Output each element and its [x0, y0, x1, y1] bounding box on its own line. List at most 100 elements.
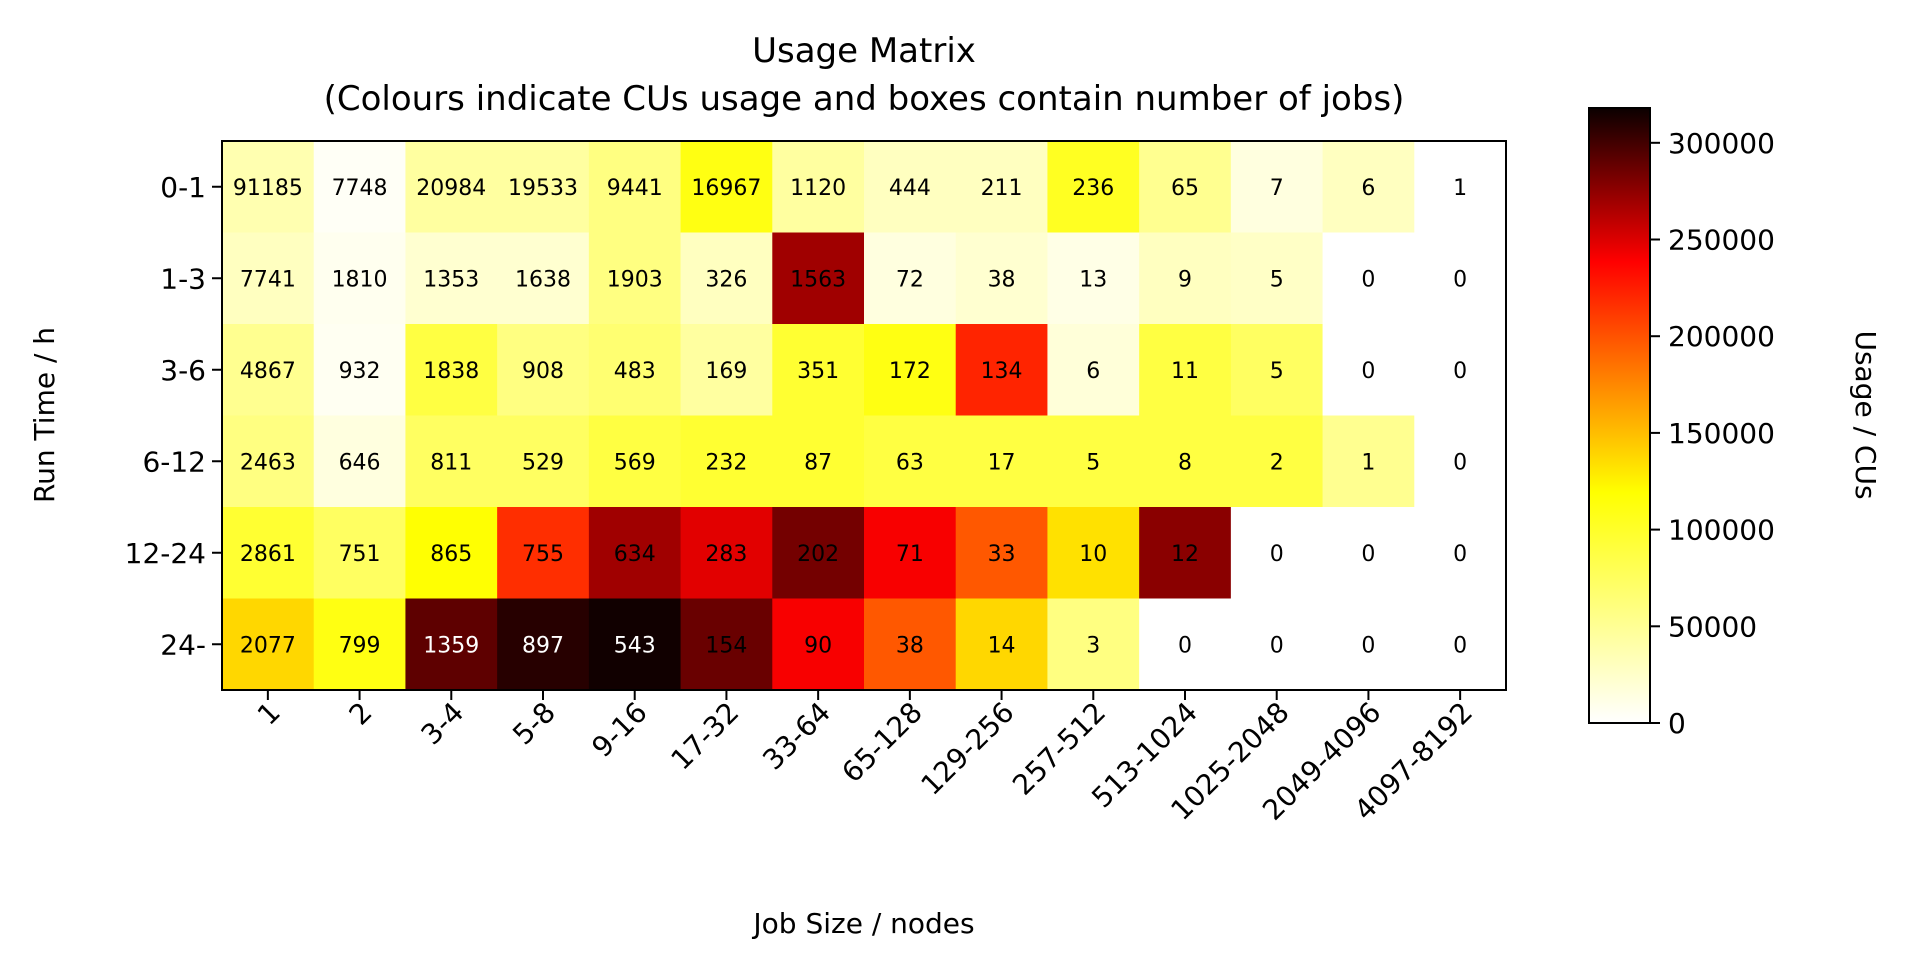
- cell-job-count: 755: [522, 542, 564, 567]
- x-tick-label: 33-64: [756, 696, 837, 777]
- heatmap-cell: [313, 141, 406, 233]
- heatmap-cell: [864, 507, 957, 599]
- heatmap-cell: [497, 232, 590, 325]
- colorbar-ticks: 0 50000 100000 150000 200000 250000 300000: [1650, 127, 1775, 740]
- cell-job-count: 1: [1361, 450, 1375, 475]
- cell-job-count: 5: [1270, 359, 1284, 384]
- cell-job-count: 444: [889, 176, 931, 201]
- heatmap-cell: [864, 232, 957, 325]
- heatmap-cell: [1230, 141, 1324, 233]
- cell-job-count: 0: [1361, 359, 1375, 384]
- heatmap-cell: [1047, 141, 1140, 233]
- heatmap-cell: [955, 232, 1048, 325]
- heatmap-cell: [955, 141, 1048, 233]
- heatmap-cell: [1230, 598, 1324, 691]
- cell-job-count: 0: [1361, 633, 1375, 658]
- cell-job-count: 38: [896, 633, 924, 658]
- x-tick-label: 5-8: [506, 696, 562, 752]
- cell-job-count: 20984: [416, 176, 486, 201]
- cell-job-count: 6: [1086, 359, 1100, 384]
- cell-job-count: 10: [1079, 542, 1107, 567]
- heatmap-cell: [864, 324, 957, 416]
- heatmap-cell: [1414, 507, 1507, 599]
- cell-job-count: 8: [1178, 450, 1192, 475]
- colorbar: [1588, 107, 1651, 724]
- heatmap-cell: [772, 598, 865, 691]
- heatmap-cell: [955, 415, 1048, 508]
- cell-job-count: 7748: [332, 176, 388, 201]
- cell-job-count: 17: [988, 450, 1016, 475]
- cell-job-count: 5: [1086, 450, 1100, 475]
- heatmap-cell: [680, 324, 773, 416]
- cell-job-count: 38: [988, 267, 1016, 292]
- cell-job-count: 1359: [423, 633, 479, 658]
- cell-job-count: 543: [614, 633, 656, 658]
- heatmap-cell: [313, 232, 406, 325]
- cell-job-count: 14: [988, 633, 1016, 658]
- heatmap-cell: [680, 141, 773, 233]
- x-tick-label: 1: [251, 696, 287, 732]
- heatmap-cell: [1047, 598, 1140, 691]
- colorbar-tick-label: 300000: [1668, 127, 1775, 160]
- x-tick-label: 17-32: [665, 696, 746, 777]
- heatmap-cell: [772, 141, 865, 233]
- cell-job-count: 71: [896, 542, 924, 567]
- cell-job-count: 751: [339, 542, 381, 567]
- heatmap-cell: [1414, 141, 1507, 233]
- y-tick-label: 6-12: [142, 445, 206, 478]
- heatmap-cell: [313, 415, 406, 508]
- cell-job-count: 172: [889, 359, 931, 384]
- cell-job-count: 0: [1453, 633, 1467, 658]
- colorbar-tick-label: 250000: [1668, 224, 1775, 257]
- chart-title-line-2: (Colours indicate CUs usage and boxes co…: [324, 79, 1405, 119]
- heatmap-cell: [1414, 598, 1507, 691]
- colorbar-tick-label: 200000: [1668, 320, 1775, 353]
- cell-job-count: 1120: [790, 176, 846, 201]
- cell-job-count: 1838: [423, 359, 479, 384]
- heatmap-cell: [1047, 507, 1140, 599]
- heatmap-cell: [1139, 598, 1232, 691]
- cell-job-count: 65: [1171, 176, 1199, 201]
- cell-job-count: 799: [339, 633, 381, 658]
- heatmap-cell: [1139, 232, 1232, 325]
- x-tick-label: 3-4: [415, 696, 471, 752]
- cell-job-count: 7: [1270, 176, 1284, 201]
- cell-job-count: 0: [1270, 542, 1284, 567]
- cell-job-count: 2861: [240, 542, 296, 567]
- cell-job-count: 351: [797, 359, 839, 384]
- heatmap-cell: [497, 324, 590, 416]
- cell-job-count: 211: [981, 176, 1023, 201]
- cell-job-count: 1810: [332, 267, 388, 292]
- colorbar-tick-label: 0: [1668, 707, 1686, 740]
- heatmap-cell: [1047, 324, 1140, 416]
- cell-job-count: 326: [705, 267, 747, 292]
- cell-job-count: 646: [339, 450, 381, 475]
- cell-job-count: 1903: [607, 267, 663, 292]
- heatmap-cell: [588, 507, 682, 599]
- cell-job-count: 72: [896, 267, 924, 292]
- heatmap-cell: [1230, 232, 1324, 325]
- colorbar-label: Usage / CUs: [1849, 330, 1882, 499]
- heatmap-cell: [772, 507, 865, 599]
- heatmap-cell: [1322, 598, 1415, 691]
- y-axis-ticks: 0-1 1-3 3-6 6-12 12-24 24-: [125, 171, 222, 661]
- cell-job-count: 483: [614, 359, 656, 384]
- cell-job-count: 12: [1171, 542, 1199, 567]
- cell-job-count: 11: [1171, 359, 1199, 384]
- cell-job-count: 87: [804, 450, 832, 475]
- heatmap-cell: [222, 141, 315, 233]
- cell-job-count: 169: [705, 359, 747, 384]
- cell-job-count: 19533: [508, 176, 578, 201]
- cell-job-count: 63: [896, 450, 924, 475]
- plot-frame: [221, 140, 1507, 691]
- colorbar-tick-label: 150000: [1668, 417, 1775, 450]
- cell-job-count: 16967: [691, 176, 761, 201]
- cell-job-count: 33: [988, 542, 1016, 567]
- heatmap-cell: [864, 415, 957, 508]
- x-tick-label: 2: [343, 696, 379, 732]
- heatmap-cell: [1230, 507, 1324, 599]
- x-tick-label: 65-128: [835, 696, 928, 789]
- cell-job-count: 7741: [240, 267, 296, 292]
- cell-job-count: 2077: [240, 633, 296, 658]
